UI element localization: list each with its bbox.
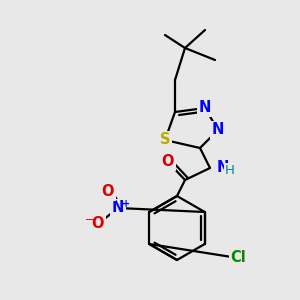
Text: O: O (92, 217, 104, 232)
Text: O: O (102, 184, 114, 200)
Text: N: N (212, 122, 224, 137)
Text: O: O (162, 154, 174, 169)
Text: N: N (217, 160, 230, 175)
Text: N: N (112, 200, 124, 215)
Text: S: S (160, 133, 170, 148)
Text: −: − (85, 215, 95, 225)
Text: N: N (199, 100, 211, 116)
Text: +: + (122, 199, 130, 209)
Text: H: H (225, 164, 235, 176)
Text: Cl: Cl (230, 250, 246, 266)
